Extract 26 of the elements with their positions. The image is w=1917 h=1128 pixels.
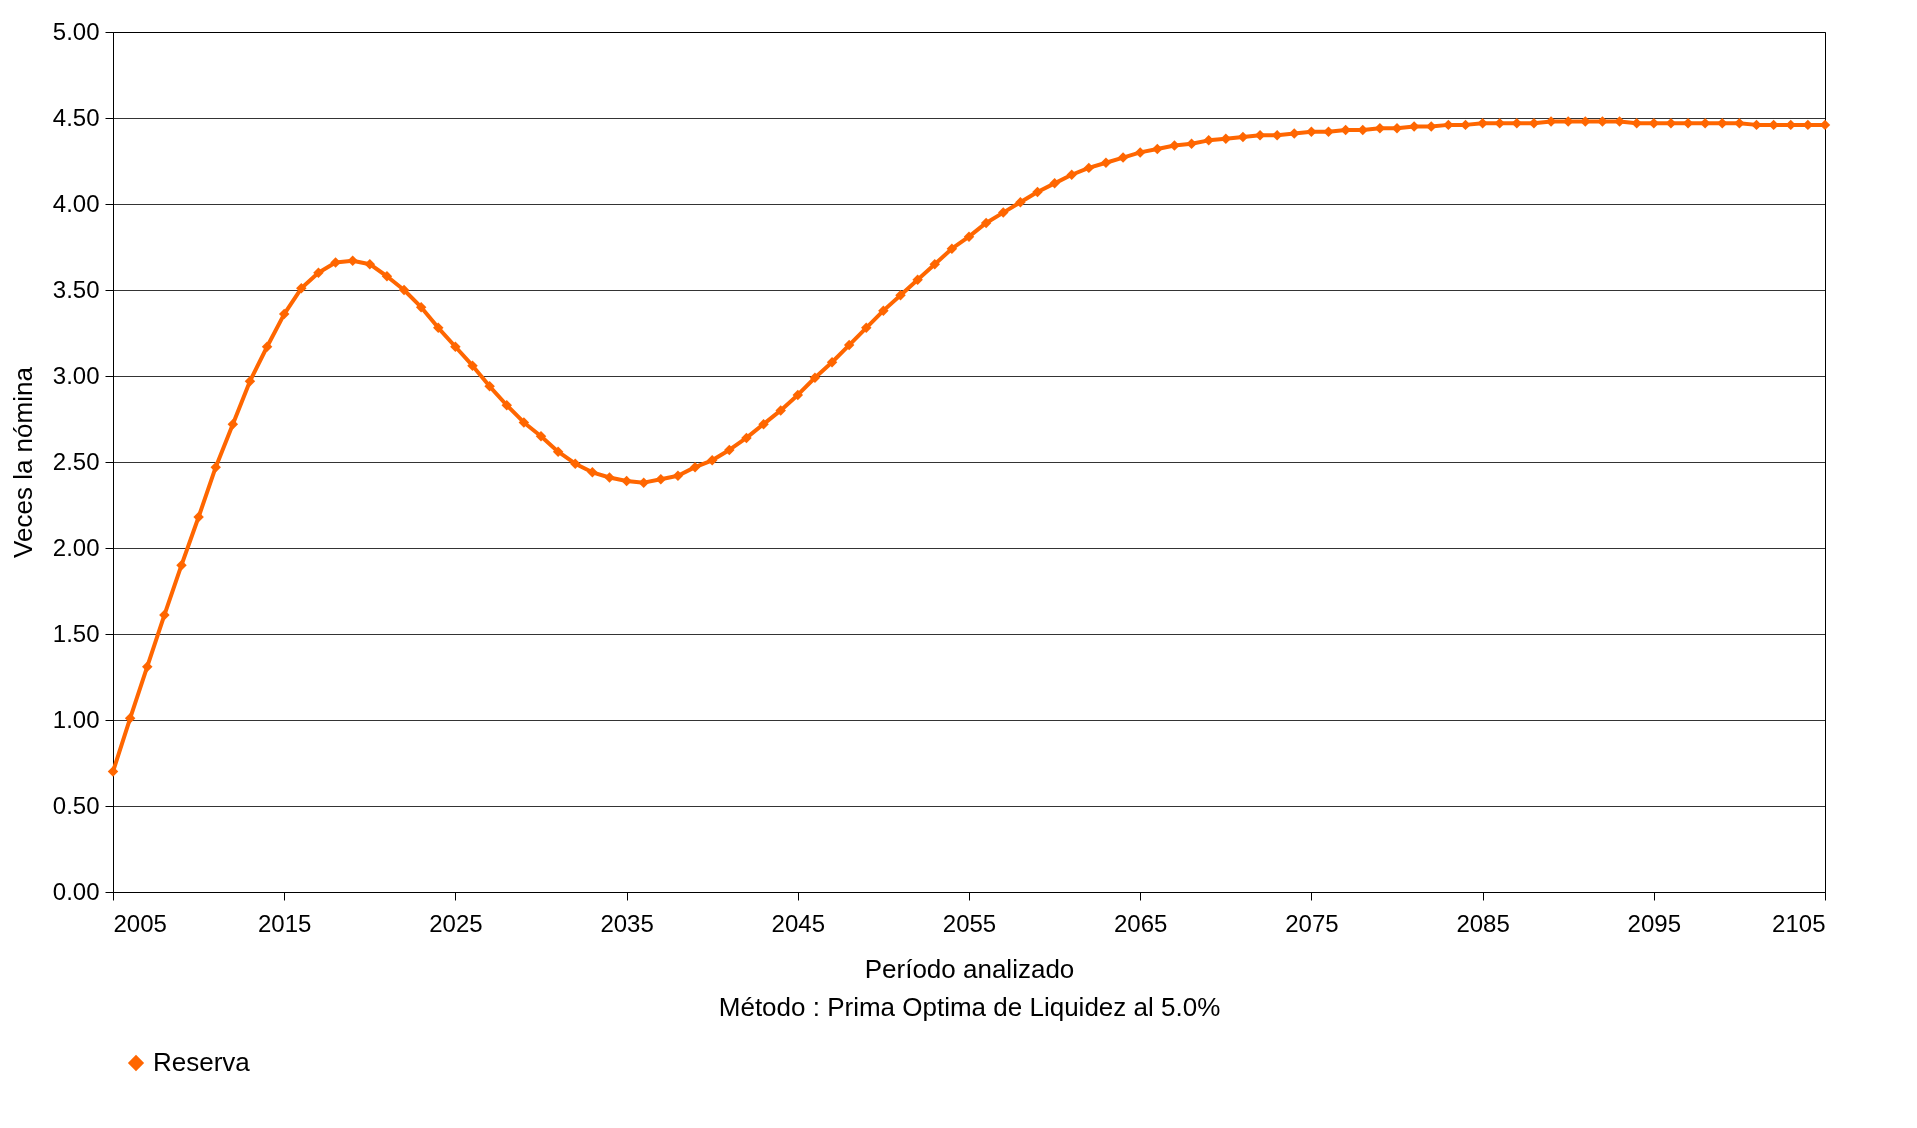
x-tick-label: 2035: [600, 909, 654, 937]
y-tick-label: 2.50: [52, 447, 100, 475]
x-tick-label: 2095: [1627, 909, 1681, 937]
legend-label: Reserva: [153, 1047, 251, 1077]
y-tick-label: 3.50: [52, 275, 100, 303]
x-tick-label: 2085: [1456, 909, 1510, 937]
y-tick-label: 5.00: [52, 17, 100, 45]
x-tick-label: 2025: [429, 909, 483, 937]
x-axis-title: Período analizado: [864, 953, 1075, 984]
y-tick-label: 1.00: [52, 705, 100, 733]
y-tick-label: 4.00: [52, 189, 100, 217]
x-tick-label: 2005: [113, 909, 167, 937]
text: Método : Prima Optima de Liquidez al 5.0%: [718, 991, 1221, 1022]
x-tick-label: 2015: [258, 909, 312, 937]
x-tick-label: 2045: [771, 909, 825, 937]
y-tick-label: 0.50: [52, 791, 100, 819]
x-tick-label: 2055: [942, 909, 997, 937]
y-tick-label: 1.50: [52, 619, 100, 647]
y-tick-label: 0.00: [52, 877, 100, 905]
x-tick-label: 2065: [1114, 909, 1168, 937]
y-tick-label: 2.00: [52, 533, 100, 561]
y-tick-label: 3.00: [52, 361, 100, 389]
x-tick-label: 2075: [1285, 909, 1339, 937]
y-tick-label: 4.50: [52, 103, 100, 131]
x-tick-label: 2105: [1772, 909, 1826, 937]
y-axis-title: Veces la nómina: [7, 366, 38, 558]
